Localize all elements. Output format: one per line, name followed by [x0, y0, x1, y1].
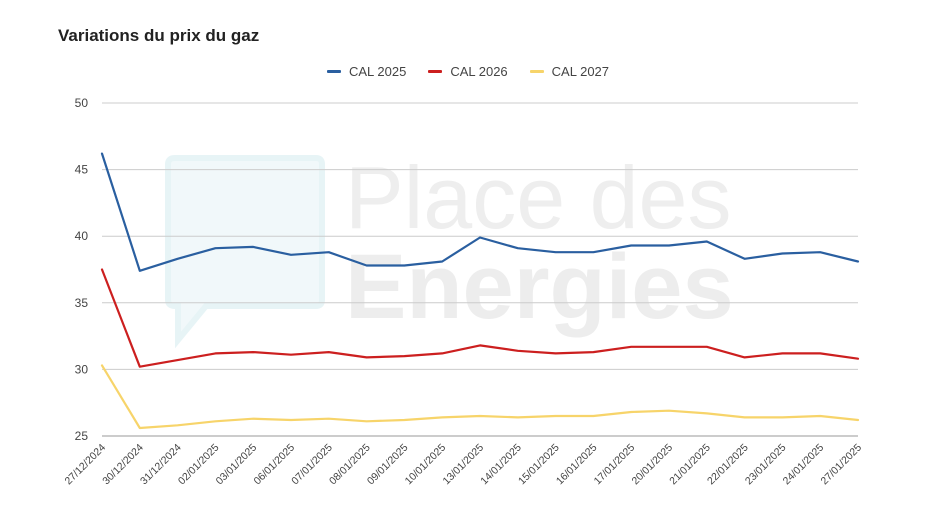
- chart-title: Variations du prix du gaz: [58, 26, 260, 45]
- y-tick-label: 45: [75, 163, 89, 177]
- legend-swatch: [529, 70, 544, 73]
- legend-label: CAL 2027: [551, 64, 610, 79]
- series-line-cal-2026: [100, 268, 860, 368]
- y-tick-label: 35: [75, 296, 89, 310]
- watermark-logo: [165, 155, 325, 349]
- y-tick-label: 30: [75, 362, 89, 376]
- legend-label: CAL 2026: [450, 64, 508, 79]
- chart-legend: CAL 2025 CAL 2026 CAL 2027: [0, 64, 936, 79]
- series-line-cal-2027: [100, 364, 860, 430]
- y-tick-label: 40: [75, 229, 89, 243]
- y-tick-label: 25: [75, 429, 89, 443]
- x-tick-label: 27/01/2025: [818, 442, 864, 488]
- watermark-line2: Energies: [345, 236, 734, 338]
- series-line-cal-2025: [100, 152, 860, 272]
- watermark-bubble-icon: [165, 155, 325, 349]
- legend-swatch: [428, 70, 443, 73]
- y-tick-label: 50: [75, 96, 89, 110]
- legend-item: CAL 2025: [326, 64, 407, 79]
- watermark-line1: Place des: [345, 148, 731, 247]
- legend-label: CAL 2025: [348, 64, 407, 79]
- legend-swatch: [326, 70, 341, 73]
- legend-item: CAL 2026: [428, 64, 508, 79]
- legend-item: CAL 2027: [529, 64, 610, 79]
